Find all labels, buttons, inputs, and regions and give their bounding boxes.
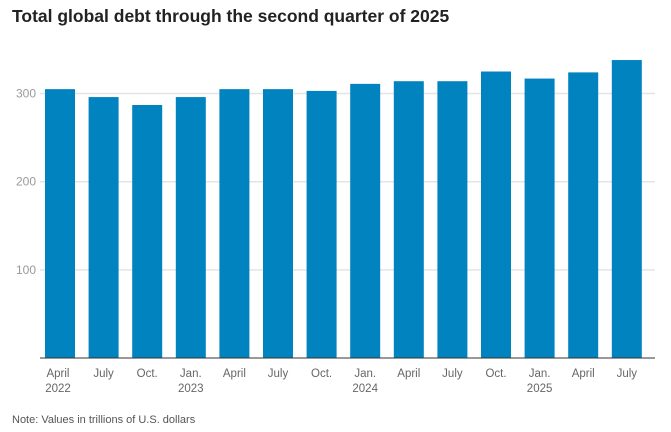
x-tick-label: Oct. (311, 368, 332, 380)
bar (524, 78, 555, 358)
y-tick-label: 200 (16, 175, 36, 189)
y-tick-label: 100 (16, 263, 36, 277)
bar (175, 97, 206, 359)
bar (481, 71, 511, 358)
y-tick-label: 300 (16, 87, 36, 101)
bar (45, 89, 75, 358)
bar (132, 105, 163, 359)
bar (437, 81, 468, 359)
x-tick-year-label: 2023 (178, 383, 204, 395)
x-tick-label: July (617, 368, 638, 380)
x-tick-year-label: 2022 (45, 383, 71, 395)
x-tick-label: Oct. (485, 368, 506, 380)
x-tick-label: Jan. (354, 368, 376, 380)
bar (568, 72, 599, 359)
chart-note: Note: Values in trillions of U.S. dollar… (12, 414, 196, 426)
x-tick-label: Jan. (529, 368, 551, 380)
bar (88, 97, 119, 359)
bar (219, 89, 250, 358)
x-tick-label: July (93, 368, 114, 380)
x-tick-label: Jan. (180, 368, 202, 380)
x-tick-label: Oct. (137, 368, 158, 380)
bar (393, 81, 424, 359)
x-tick-label: April (572, 368, 595, 380)
chart-title: Total global debt through the second qua… (12, 6, 450, 26)
x-tick-label: April (397, 368, 420, 380)
bar (611, 60, 642, 358)
x-tick-label: July (442, 368, 463, 380)
x-tick-label: July (268, 368, 289, 380)
bar (306, 90, 337, 358)
bar (350, 83, 381, 358)
x-tick-year-label: 2025 (527, 383, 553, 395)
x-tick-label: April (223, 368, 246, 380)
bar-chart: 100 200 300 April 2022 July Oct. Jan. 2023 April J… (16, 60, 655, 395)
bar (263, 89, 293, 358)
x-tick-label: April (46, 368, 69, 380)
x-tick-year-label: 2024 (352, 383, 378, 395)
